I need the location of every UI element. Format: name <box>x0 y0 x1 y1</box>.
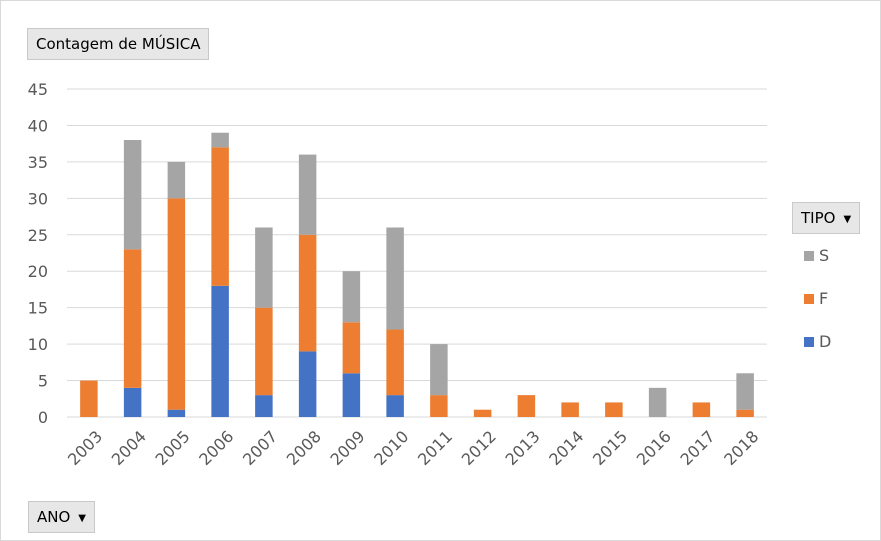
x-tick-label: 2006 <box>195 427 237 469</box>
x-tick-label: 2013 <box>501 427 543 469</box>
bar-segment-f <box>473 409 492 417</box>
bar-segment-f <box>386 329 404 396</box>
x-tick-label: 2005 <box>151 427 193 469</box>
bar-segment-d <box>123 387 142 417</box>
legend-swatch <box>804 337 814 347</box>
bar-segment-f <box>605 402 623 417</box>
x-tick-label: 2017 <box>676 427 718 469</box>
bar-segment-s <box>255 227 273 308</box>
axis-field-button[interactable]: ANO ▼ <box>28 501 95 533</box>
x-tick-label: 2008 <box>283 427 325 469</box>
legend-item-f[interactable]: F <box>804 290 828 308</box>
x-tick-label: 2009 <box>326 427 368 469</box>
bar-segment-s <box>430 344 448 396</box>
x-tick-label: 2004 <box>108 427 150 469</box>
bar-segment-s <box>123 140 142 250</box>
bar-segment-f <box>561 402 579 417</box>
x-tick-label: 2011 <box>414 427 456 469</box>
bar-segment-s <box>736 373 754 410</box>
legend-swatch <box>804 251 814 261</box>
values-field-label: Contagem de MÚSICA <box>36 35 201 53</box>
legend-label: F <box>819 289 829 308</box>
x-tick-label: 2016 <box>633 427 675 469</box>
legend-field-label: TIPO <box>801 209 836 227</box>
legend-item-s[interactable]: S <box>804 247 829 265</box>
bar-segment-d <box>167 409 186 417</box>
bar-segment-f <box>80 380 98 417</box>
chevron-down-icon[interactable]: ▼ <box>78 513 86 524</box>
legend-label: S <box>819 246 830 265</box>
bar-segment-d <box>298 351 317 417</box>
legend-swatch <box>804 294 814 304</box>
y-tick-label: 35 <box>28 153 48 172</box>
bar-segment-f <box>123 249 142 388</box>
bar-segment-f <box>211 147 229 286</box>
bar-segment-f <box>255 307 273 396</box>
x-tick-label: 2018 <box>720 427 762 469</box>
bar-segment-d <box>342 373 361 417</box>
legend-item-d[interactable]: D <box>804 333 831 351</box>
y-tick-label: 0 <box>38 408 48 427</box>
bar-segment-s <box>298 154 317 235</box>
bar-segment-f <box>517 395 536 417</box>
bar-segment-s <box>167 161 186 199</box>
bar-segment-s <box>211 132 229 148</box>
bar-segment-f <box>736 409 754 417</box>
y-tick-label: 30 <box>28 189 48 208</box>
chevron-down-icon[interactable]: ▼ <box>843 214 852 225</box>
bar-segment-s <box>386 227 404 330</box>
bar-segment-d <box>386 395 404 417</box>
y-tick-label: 10 <box>28 335 48 354</box>
x-tick-label: 2014 <box>545 427 587 469</box>
bar-segment-f <box>298 234 317 352</box>
bar-segment-s <box>648 387 667 417</box>
bar-segment-s <box>342 271 361 323</box>
x-tick-label: 2010 <box>370 427 412 469</box>
x-tick-label: 2015 <box>589 427 631 469</box>
y-tick-label: 5 <box>38 372 48 391</box>
values-field-button[interactable]: Contagem de MÚSICA <box>27 28 210 60</box>
legend-field-button[interactable]: TIPO ▼ <box>792 202 861 234</box>
bar-segment-f <box>430 395 448 417</box>
bar-segment-d <box>255 395 273 417</box>
x-tick-label: 2012 <box>458 427 500 469</box>
x-tick-label: 2003 <box>64 427 106 469</box>
bar-segment-f <box>692 402 711 417</box>
y-tick-label: 15 <box>28 299 48 318</box>
y-tick-label: 20 <box>28 262 48 281</box>
bar-segment-f <box>342 322 361 374</box>
axis-field-label: ANO <box>37 508 71 526</box>
y-tick-label: 45 <box>28 80 48 99</box>
bar-segment-f <box>167 198 186 410</box>
y-tick-label: 40 <box>28 116 48 135</box>
x-tick-label: 2007 <box>239 427 281 469</box>
bar-segment-d <box>211 285 229 417</box>
y-tick-label: 25 <box>28 226 48 245</box>
legend-label: D <box>819 332 832 351</box>
